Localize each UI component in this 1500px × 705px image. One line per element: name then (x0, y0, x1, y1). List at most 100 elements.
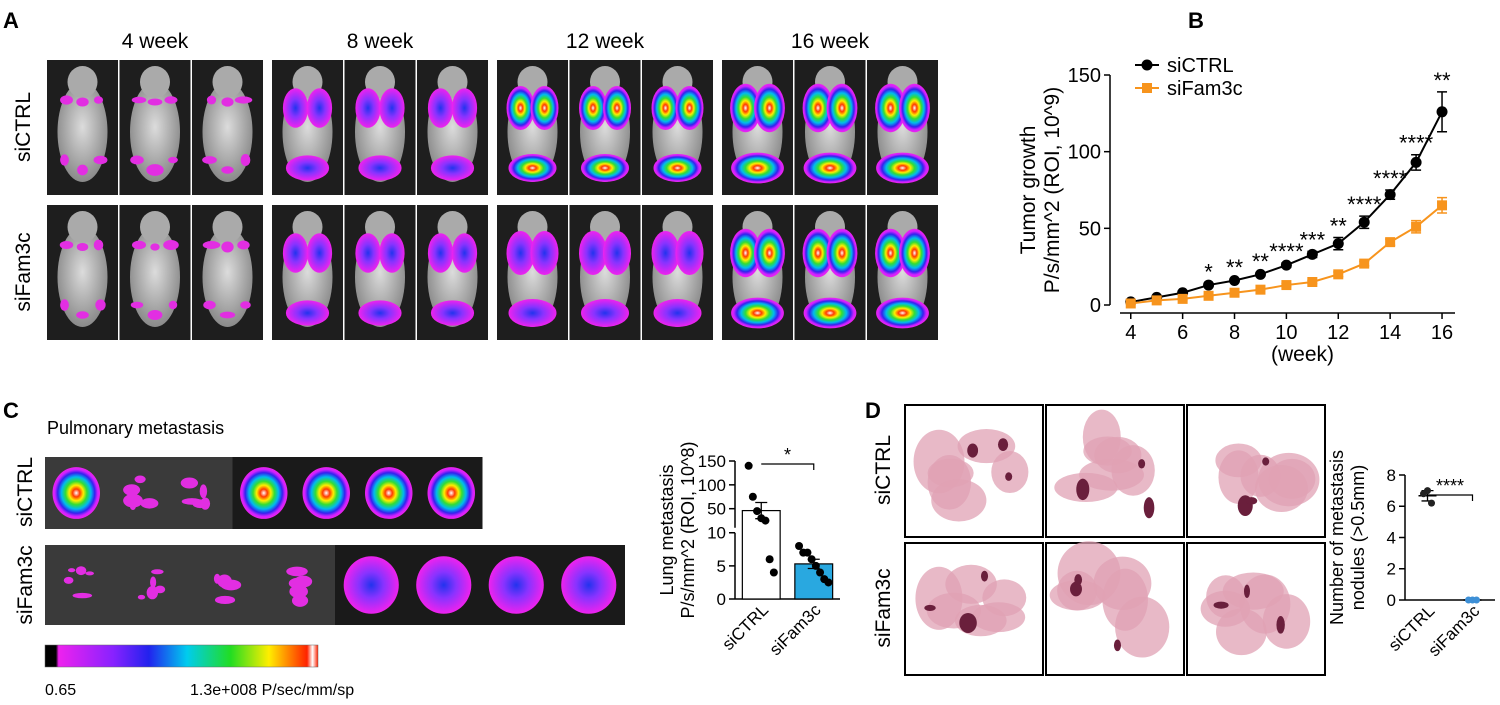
signal (427, 467, 475, 519)
tissue-dark (1070, 581, 1082, 597)
y-tick-label: 5 (717, 557, 726, 576)
data-point (1473, 596, 1480, 604)
signal (802, 83, 834, 133)
signal (603, 86, 631, 130)
tissue-dark (1074, 574, 1083, 586)
data-point (816, 568, 825, 577)
marker (1151, 295, 1162, 306)
signal (168, 300, 178, 310)
row-label: siCTRL (872, 435, 895, 505)
signal (803, 297, 857, 329)
data-point (824, 578, 833, 587)
signal (302, 467, 350, 519)
signal (285, 300, 330, 326)
signal (365, 467, 413, 519)
signal (416, 556, 472, 614)
significance: ** (1433, 68, 1451, 93)
signal (803, 152, 857, 184)
signal (530, 231, 559, 275)
signal (603, 231, 631, 275)
signal (164, 96, 178, 104)
marker (1280, 259, 1292, 271)
signal (731, 297, 784, 329)
marker (1436, 106, 1448, 118)
data-point (807, 555, 816, 564)
mouse-head (212, 66, 243, 98)
signal (579, 86, 607, 130)
column-label: 4 week (122, 30, 189, 53)
signal (85, 571, 94, 576)
tissue-dark (1076, 478, 1090, 501)
signal (651, 86, 680, 130)
signal (282, 88, 309, 128)
marker (1255, 284, 1266, 295)
mouse-body (57, 82, 108, 182)
y-tick-label: 2 (1387, 560, 1396, 579)
signal (653, 154, 702, 182)
marker (1332, 238, 1344, 250)
signal (93, 96, 104, 104)
signal (427, 233, 454, 273)
signal (203, 300, 216, 310)
panel-title: Pulmonary metastasis (47, 418, 224, 438)
signal (506, 86, 535, 130)
signal (219, 311, 236, 319)
signal (76, 242, 89, 252)
significance: ** (1226, 255, 1244, 280)
signal (451, 233, 478, 273)
signal (76, 311, 89, 319)
significance: * (1204, 260, 1213, 285)
signal (131, 96, 147, 104)
signal (754, 83, 785, 133)
mouse-head (67, 211, 98, 243)
signal (154, 585, 166, 594)
tissue-dark (1243, 584, 1250, 598)
marker (1229, 274, 1241, 286)
lung-image (45, 545, 118, 625)
y-axis-label: nodules (>0.5mm) (1348, 465, 1368, 611)
signal (285, 155, 330, 181)
y-axis-label: Tumor growth (1017, 126, 1040, 255)
tissue (991, 451, 1029, 494)
signal (202, 241, 221, 249)
marker (1306, 248, 1318, 260)
y-tick-label: 8 (1387, 466, 1396, 485)
x-tick-label: 12 (1327, 322, 1349, 344)
marker (1411, 221, 1422, 232)
y-tick-label: 6 (1387, 497, 1396, 516)
tissue-dark (959, 612, 977, 633)
data-point (1420, 490, 1427, 498)
signal (60, 299, 69, 311)
marker (1384, 189, 1396, 201)
signal (130, 155, 144, 165)
marker (1437, 200, 1448, 211)
data-point (795, 542, 804, 551)
signal (140, 498, 159, 509)
signal (60, 154, 69, 166)
signal (430, 155, 475, 181)
significance: ** (1252, 249, 1270, 274)
signal (129, 502, 136, 510)
signal (63, 576, 74, 584)
x-tick-label: 6 (1177, 322, 1188, 344)
data-point (765, 555, 774, 564)
data-point (769, 568, 778, 577)
mouse-head (140, 211, 170, 243)
signal (150, 576, 157, 589)
signal (379, 88, 405, 128)
marker (1333, 269, 1344, 280)
panel-label: B (1188, 8, 1204, 33)
y-tick-label: 150 (698, 452, 726, 471)
signal (237, 240, 250, 250)
signal (76, 97, 89, 107)
signal (234, 96, 253, 104)
tissue (1111, 445, 1155, 496)
y-tick-label: 10 (707, 524, 726, 543)
signal (875, 228, 906, 278)
tissue-dark (1005, 472, 1013, 481)
x-tick-label: 14 (1379, 322, 1401, 344)
signal (134, 475, 146, 484)
column-label: 16 week (791, 30, 870, 53)
row-label: siFam3c (12, 232, 35, 311)
